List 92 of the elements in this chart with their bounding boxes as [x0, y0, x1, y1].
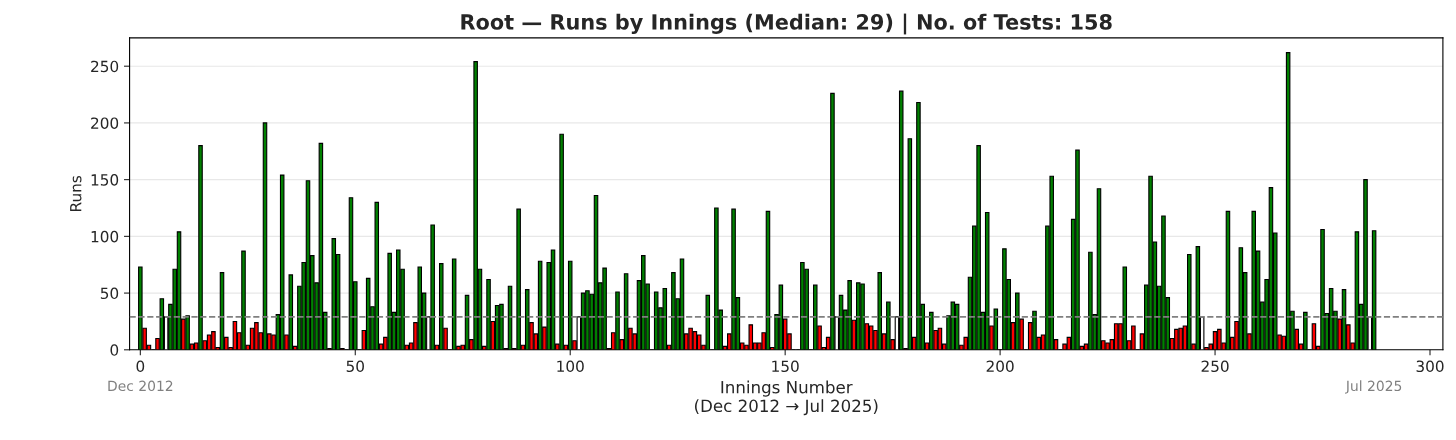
bar — [860, 283, 865, 350]
bar — [748, 324, 754, 350]
bar — [1131, 325, 1136, 350]
bar — [254, 322, 259, 350]
bar — [516, 208, 521, 350]
bar — [731, 208, 736, 350]
y-tick-label: 150 — [91, 174, 119, 186]
text: Jul 2025 — [1345, 380, 1402, 394]
x-tick-label: 150 — [772, 360, 799, 373]
bar — [868, 325, 874, 350]
bar — [1285, 52, 1291, 350]
bar — [417, 266, 423, 350]
bar — [898, 90, 904, 350]
y-tick-label: 0 — [110, 344, 119, 356]
bar — [916, 101, 921, 350]
x-tick-label: 300 — [1416, 360, 1444, 373]
bar — [886, 301, 891, 350]
bar — [984, 211, 990, 350]
bar — [1088, 251, 1093, 350]
bar — [847, 280, 852, 350]
x-tick-label: 200 — [986, 360, 1014, 373]
bar — [159, 298, 165, 350]
bar — [615, 291, 620, 350]
bar — [688, 327, 693, 350]
bar — [559, 133, 564, 350]
bar — [1251, 210, 1257, 350]
bar — [1178, 327, 1183, 350]
bar — [929, 311, 934, 350]
bar — [438, 263, 444, 350]
bar — [1122, 266, 1128, 350]
x-tick-label: 100 — [557, 360, 584, 373]
y-tick-label: 250 — [91, 60, 119, 73]
bar — [830, 92, 835, 350]
bar — [1238, 247, 1244, 350]
bar — [1148, 175, 1153, 350]
bar — [1217, 328, 1222, 350]
bar — [1303, 311, 1308, 350]
bar — [430, 224, 435, 350]
bar — [662, 287, 668, 350]
x-axis-title: Innings Number (Dec 2012 → Jul 2025) — [695, 380, 878, 416]
bar — [1161, 215, 1166, 350]
bar — [211, 331, 216, 350]
bar — [812, 284, 818, 350]
bar — [778, 284, 784, 350]
y-axis-title: Runs — [70, 175, 82, 211]
bar — [387, 252, 392, 350]
bar — [1015, 292, 1020, 350]
bar — [877, 272, 883, 350]
x-tick-label: 50 — [346, 360, 364, 373]
bar — [395, 249, 401, 350]
bar — [1002, 248, 1007, 350]
bar — [524, 289, 530, 350]
bar — [602, 267, 607, 350]
bar — [1186, 253, 1192, 350]
text: Dec 2012 — [108, 380, 173, 392]
bar — [1320, 228, 1325, 350]
chart-title: Root — Runs by Innings (Median: 29) | No. of Tests: 158 — [461, 13, 1112, 35]
bar — [907, 138, 913, 350]
x-tick-label: 250 — [1201, 360, 1229, 373]
bar — [473, 61, 478, 350]
bar — [705, 294, 711, 350]
bar — [486, 278, 491, 350]
bar — [993, 308, 999, 350]
bar — [1075, 149, 1080, 350]
bar — [696, 334, 702, 350]
bar — [185, 315, 190, 350]
bar — [288, 274, 294, 350]
bar — [198, 145, 203, 350]
bar — [365, 277, 371, 350]
bar — [641, 255, 646, 350]
bar — [1032, 310, 1037, 350]
bar — [374, 201, 380, 350]
bar — [451, 258, 457, 350]
bar — [1049, 175, 1054, 350]
y-tick-label: 200 — [91, 117, 119, 129]
bar — [279, 174, 285, 350]
bar — [138, 266, 143, 350]
x-tick-label: 0 — [136, 360, 145, 373]
bar — [241, 250, 246, 350]
bar — [653, 291, 659, 350]
bar — [976, 145, 981, 350]
bar — [671, 272, 676, 350]
bar — [1105, 342, 1110, 350]
bar — [567, 260, 573, 350]
y-tick-label: 50 — [100, 287, 119, 300]
bar — [1195, 246, 1201, 350]
bar — [499, 303, 504, 350]
y-tick-label: 100 — [91, 230, 119, 243]
bar — [1363, 179, 1368, 350]
bar — [331, 238, 337, 350]
bar — [714, 207, 719, 350]
bar — [950, 301, 956, 350]
